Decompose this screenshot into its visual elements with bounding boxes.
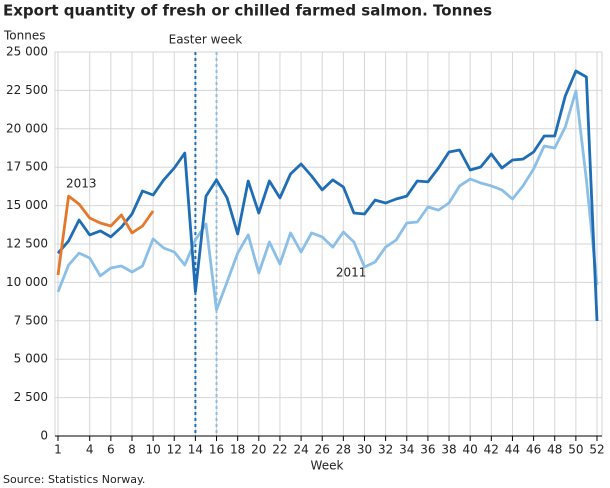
x-tick-label: 34 [399, 443, 414, 457]
x-tick-label: 42 [484, 443, 499, 457]
x-tick-label: 16 [209, 443, 224, 457]
x-tick-label: 20 [251, 443, 266, 457]
x-tick-label: 50 [568, 443, 583, 457]
y-tick-label: 15 000 [6, 198, 48, 212]
x-tick-label: 22 [272, 443, 287, 457]
x-tick-label: 30 [357, 443, 372, 457]
series-label: 2013 [66, 177, 97, 191]
series-line [56, 194, 155, 276]
y-tick-label: 20 000 [6, 121, 48, 135]
x-tick-label: 14 [188, 443, 203, 457]
y-tick-label: 22 500 [6, 83, 48, 97]
x-tick-label: 40 [463, 443, 478, 457]
x-tick-label: 4 [86, 443, 94, 457]
x-tick-label: 48 [547, 443, 562, 457]
y-tick-label: 10 000 [6, 275, 48, 289]
x-tick-label: 24 [293, 443, 308, 457]
x-tick-label: 38 [441, 443, 456, 457]
x-tick-label: 8 [128, 443, 136, 457]
x-tick-label: 46 [526, 443, 541, 457]
series-line [56, 89, 599, 312]
y-tick-label: 2 500 [14, 390, 48, 404]
x-tick-label: 36 [420, 443, 435, 457]
annotation-label: Easter week [169, 33, 243, 47]
y-tick-label: 12 500 [6, 237, 48, 251]
x-tick-label: 10 [145, 443, 160, 457]
y-tick-label: 0 [40, 429, 48, 443]
y-axis-label: Tonnes [3, 29, 45, 43]
x-tick-label: 44 [505, 443, 520, 457]
y-tick-label: 7 500 [14, 313, 48, 327]
x-tick-label: 26 [315, 443, 330, 457]
x-tick-label: 18 [230, 443, 245, 457]
x-tick-label: 28 [336, 443, 351, 457]
x-tick-label: 12 [167, 443, 182, 457]
series-label: 2011 [336, 266, 367, 280]
x-tick-label: 32 [378, 443, 393, 457]
y-tick-label: 17 500 [6, 160, 48, 174]
y-tick-label: 5 000 [14, 352, 48, 366]
chart-title: Export quantity of fresh or chilled farm… [3, 2, 492, 20]
y-tick-label: 25 000 [6, 45, 48, 59]
x-tick-label: 1 [54, 443, 62, 457]
x-tick-label: 6 [107, 443, 115, 457]
source: Source: Statistics Norway. [3, 473, 145, 486]
x-axis-label: Week [311, 459, 344, 473]
x-tick-label: 52 [589, 443, 604, 457]
series-line [56, 69, 599, 322]
